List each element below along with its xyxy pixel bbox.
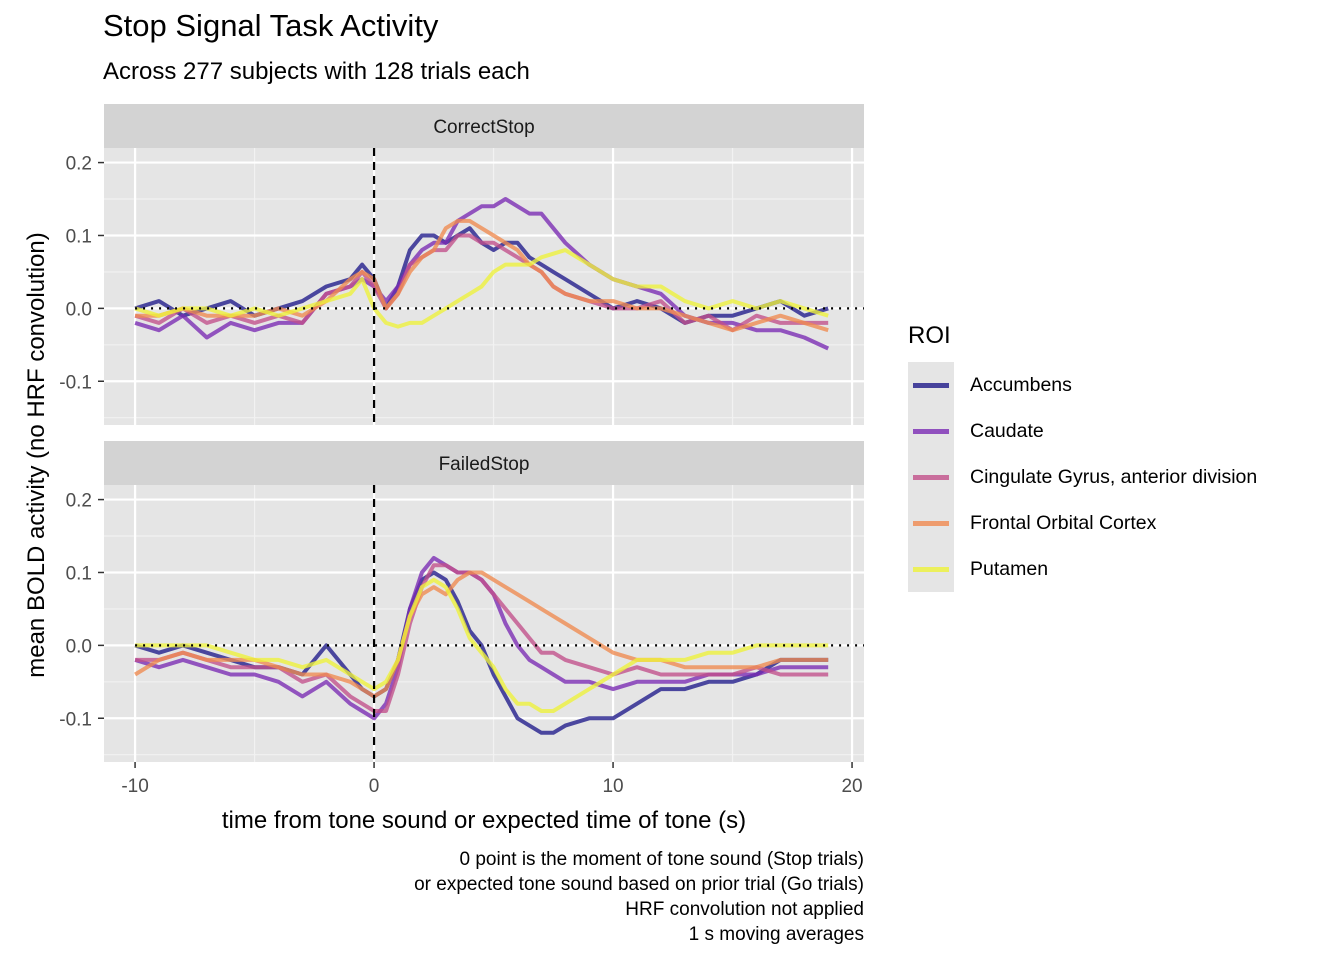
legend-label: Cingulate Gyrus, anterior division	[970, 466, 1258, 488]
series-line	[134, 570, 829, 699]
y-tick-label: 0.0	[66, 299, 92, 320]
legend-item: Accumbens	[908, 362, 1328, 408]
panel-background	[104, 485, 864, 762]
facet-strip	[104, 441, 864, 485]
x-tick-label: 0	[369, 776, 380, 797]
y-tick-label: 0.1	[66, 563, 92, 584]
legend-swatch	[913, 383, 949, 388]
legend-label: Putamen	[970, 558, 1049, 580]
legend-label: Frontal Orbital Cortex	[970, 512, 1157, 534]
y-tick-label: 0.2	[66, 491, 92, 512]
y-tick-label: 0.1	[66, 226, 92, 247]
legend-swatch	[913, 521, 949, 526]
series-line	[134, 197, 830, 351]
caption-line: HRF convolution not applied	[625, 899, 864, 920]
legend-item: Putamen	[908, 546, 1328, 592]
legend-key	[908, 408, 954, 454]
chart-subtitle: Across 277 subjects with 128 trials each	[103, 58, 530, 85]
legend-item: Caudate	[908, 408, 1328, 454]
legend-key	[908, 546, 954, 592]
y-tick-label: 0.0	[66, 636, 92, 657]
legend-swatch	[913, 475, 949, 480]
legend-item: Cingulate Gyrus, anterior division	[908, 454, 1328, 500]
facet-strip	[104, 104, 864, 148]
legend-swatch	[913, 429, 949, 434]
y-tick-label: -0.1	[59, 372, 92, 393]
y-axis-title: mean BOLD activity (no HRF convolution)	[23, 232, 50, 678]
legend-item: Frontal Orbital Cortex	[908, 500, 1328, 546]
chart-caption: 0 point is the moment of tone sound (Sto…	[414, 847, 864, 947]
x-axis-title: time from tone sound or expected time of…	[222, 807, 746, 834]
series-line	[135, 577, 829, 713]
legend-key	[908, 362, 954, 408]
series-line	[134, 248, 829, 329]
x-tick-label: 10	[602, 776, 623, 797]
series-line	[135, 218, 829, 333]
legend-key	[908, 500, 954, 546]
legend-key	[908, 454, 954, 500]
x-tick-label: 20	[841, 776, 862, 797]
legend-label: Accumbens	[970, 374, 1072, 396]
caption-line: or expected tone sound based on prior tr…	[414, 874, 864, 895]
caption-line: 0 point is the moment of tone sound (Sto…	[459, 849, 865, 870]
chart-title: Stop Signal Task Activity	[103, 8, 439, 43]
series-line	[134, 233, 829, 333]
legend-swatch	[913, 567, 949, 572]
caption-line: 1 s moving averages	[688, 924, 864, 945]
legend-label: Caudate	[970, 420, 1044, 442]
legend-title: ROI	[908, 322, 951, 349]
facet-label: FailedStop	[439, 454, 530, 475]
y-tick-label: -0.1	[59, 709, 92, 730]
x-tick-label: -10	[121, 776, 148, 797]
y-tick-label: 0.2	[66, 154, 92, 175]
legend: Accumbens Caudate Cingulate Gyrus, anterio…	[908, 362, 1328, 592]
facet-label: CorrectStop	[433, 117, 534, 138]
